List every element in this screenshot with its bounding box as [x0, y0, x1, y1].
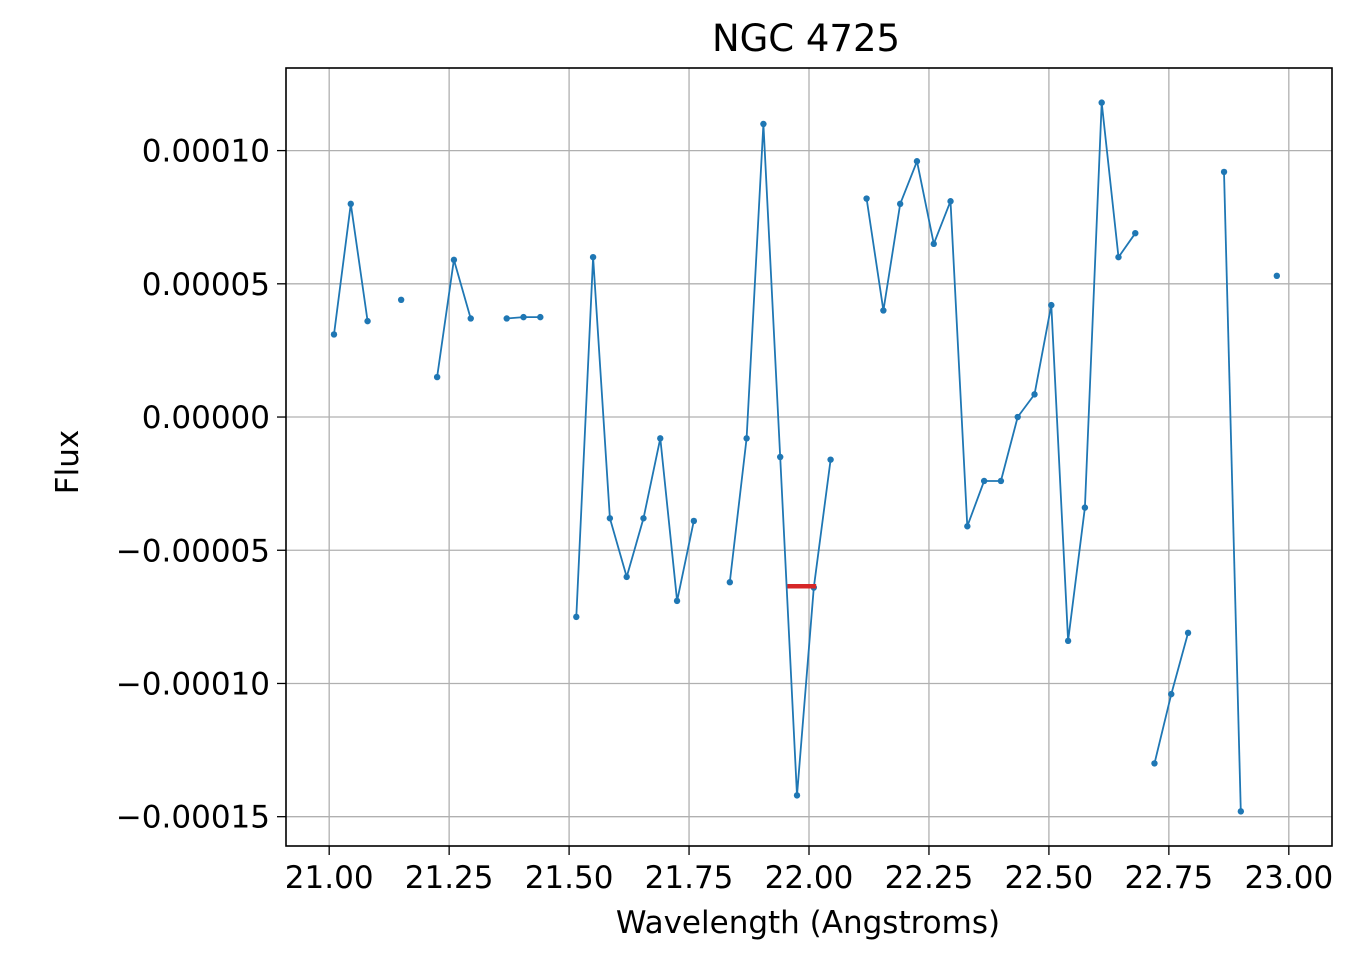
data-point [1098, 99, 1105, 106]
data-point [606, 515, 614, 522]
data-point [793, 792, 801, 799]
data-point [640, 515, 647, 522]
series-line-segment [575, 256, 695, 617]
data-point [1014, 413, 1021, 421]
x-tick-label: 21.00 [285, 860, 374, 896]
data-point [673, 597, 681, 605]
data-point [827, 456, 834, 463]
data-point [520, 313, 527, 321]
data-point [1048, 301, 1055, 309]
grid-lines [286, 68, 1332, 846]
data-point [980, 477, 988, 485]
y-tick-label: −0.00010 [116, 666, 270, 702]
data-point [330, 331, 338, 338]
data-point [623, 573, 630, 581]
data-point [657, 435, 664, 442]
data-point [896, 200, 904, 208]
data-point [777, 453, 784, 461]
data-point [433, 373, 441, 381]
data-point [690, 517, 698, 525]
data-point [347, 200, 354, 208]
data-point [537, 313, 544, 321]
x-tick-label: 22.75 [1124, 860, 1213, 896]
data-point [450, 256, 458, 264]
data-point [1064, 637, 1072, 645]
x-tick-label: 23.00 [1244, 860, 1333, 896]
data-point [467, 315, 474, 322]
x-tick-label: 22.50 [1005, 860, 1094, 896]
series-line-segment [1223, 171, 1242, 812]
data-point [997, 477, 1005, 485]
data-point [1220, 168, 1228, 176]
data-point [1273, 272, 1281, 280]
data-point [397, 296, 405, 304]
data-point [1184, 629, 1192, 637]
data-point [880, 307, 887, 314]
y-tick-label: −0.00015 [116, 800, 270, 836]
y-tick-label: −0.00005 [116, 533, 270, 569]
data-point [726, 579, 734, 586]
data-point [1151, 760, 1158, 767]
data-point [589, 253, 597, 261]
data-point [1031, 391, 1038, 398]
chart-title: NGC 4725 [712, 17, 900, 60]
x-tick-label: 22.00 [765, 860, 854, 896]
data-point [573, 613, 580, 621]
x-axis-label: Wavelength (Angstroms) [616, 905, 1000, 941]
y-tick-label: 0.00010 [142, 134, 270, 170]
data-point [1237, 808, 1245, 815]
data-point [503, 315, 510, 322]
data-point [913, 158, 921, 165]
data-point [863, 195, 870, 202]
y-tick-label: 0.00005 [142, 267, 270, 303]
data-point [1168, 690, 1175, 698]
data-point [743, 435, 750, 442]
data-point [1115, 253, 1122, 261]
x-tick-label: 22.25 [885, 860, 974, 896]
data-point [760, 120, 767, 128]
data-series [330, 99, 1281, 815]
x-tick-label: 21.25 [405, 860, 494, 896]
data-point [930, 240, 937, 248]
x-tick-label: 21.75 [645, 860, 734, 896]
axis-ticks: 21.00 21.25 21.50 21.75 22.00 22.25 22.50 22.75… [116, 134, 1333, 896]
data-point [1081, 504, 1089, 511]
data-point [364, 317, 371, 325]
data-point [1132, 229, 1139, 237]
data-point [947, 198, 954, 205]
y-axis-label: Flux [50, 430, 86, 494]
y-tick-label: 0.00000 [142, 400, 270, 436]
x-tick-label: 21.50 [525, 860, 614, 896]
data-point [964, 523, 971, 530]
